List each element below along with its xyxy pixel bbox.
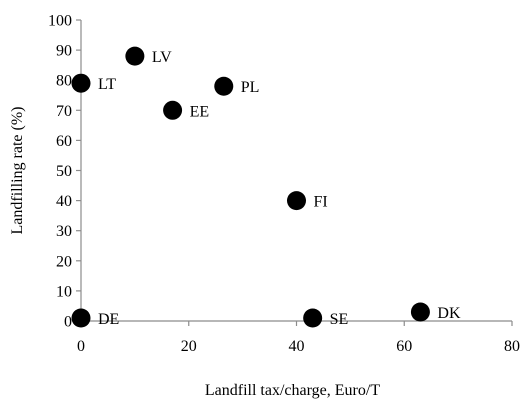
y-tick-label: 20 <box>56 253 72 270</box>
data-point-lv <box>125 46 145 66</box>
data-point-de <box>71 308 91 328</box>
y-axis-label: Landfilling rate (%) <box>9 107 26 235</box>
x-tick-label: 20 <box>181 338 197 355</box>
y-tick-label: 30 <box>56 223 72 240</box>
data-point-pl <box>214 76 234 96</box>
data-label-de: DE <box>98 311 119 328</box>
x-tick-label: 40 <box>289 338 305 355</box>
x-tick-label: 60 <box>396 338 412 355</box>
y-tick-label: 70 <box>56 103 72 120</box>
data-point-lt <box>71 73 91 93</box>
x-axis-label: Landfill tax/charge, Euro/T <box>205 382 380 399</box>
data-point-fi <box>287 191 306 211</box>
y-tick-label: 100 <box>48 13 72 30</box>
y-tick-label: 90 <box>56 43 72 60</box>
data-point-ee <box>163 100 183 120</box>
y-tick-label: 0 <box>64 314 72 331</box>
y-tick-label: 40 <box>56 193 72 210</box>
data-point-dk <box>410 302 430 322</box>
data-point-se <box>303 308 323 328</box>
y-tick-label: 80 <box>56 73 72 90</box>
data-label-ee: EE <box>190 103 210 120</box>
data-label-lv: LV <box>152 49 172 66</box>
y-tick-label: 50 <box>56 163 72 180</box>
data-label-se: SE <box>330 311 349 328</box>
ticks-layer: 0 10 20 30 40 50 60 70 80 90 100 0 20 40 60 80 <box>48 13 520 356</box>
y-tick-label: 60 <box>56 133 72 150</box>
x-tick-label: 0 <box>77 338 85 355</box>
data-label-dk: DK <box>437 305 461 322</box>
axes-layer <box>80 20 512 322</box>
data-label-lt: LT <box>98 76 116 93</box>
data-label-pl: PL <box>241 79 260 96</box>
points-layer: LT LV PL EE FI DE SE DK <box>71 46 461 328</box>
x-tick-label: 80 <box>504 338 520 355</box>
y-tick-label: 10 <box>56 283 72 300</box>
data-label-fi: FI <box>314 194 328 211</box>
